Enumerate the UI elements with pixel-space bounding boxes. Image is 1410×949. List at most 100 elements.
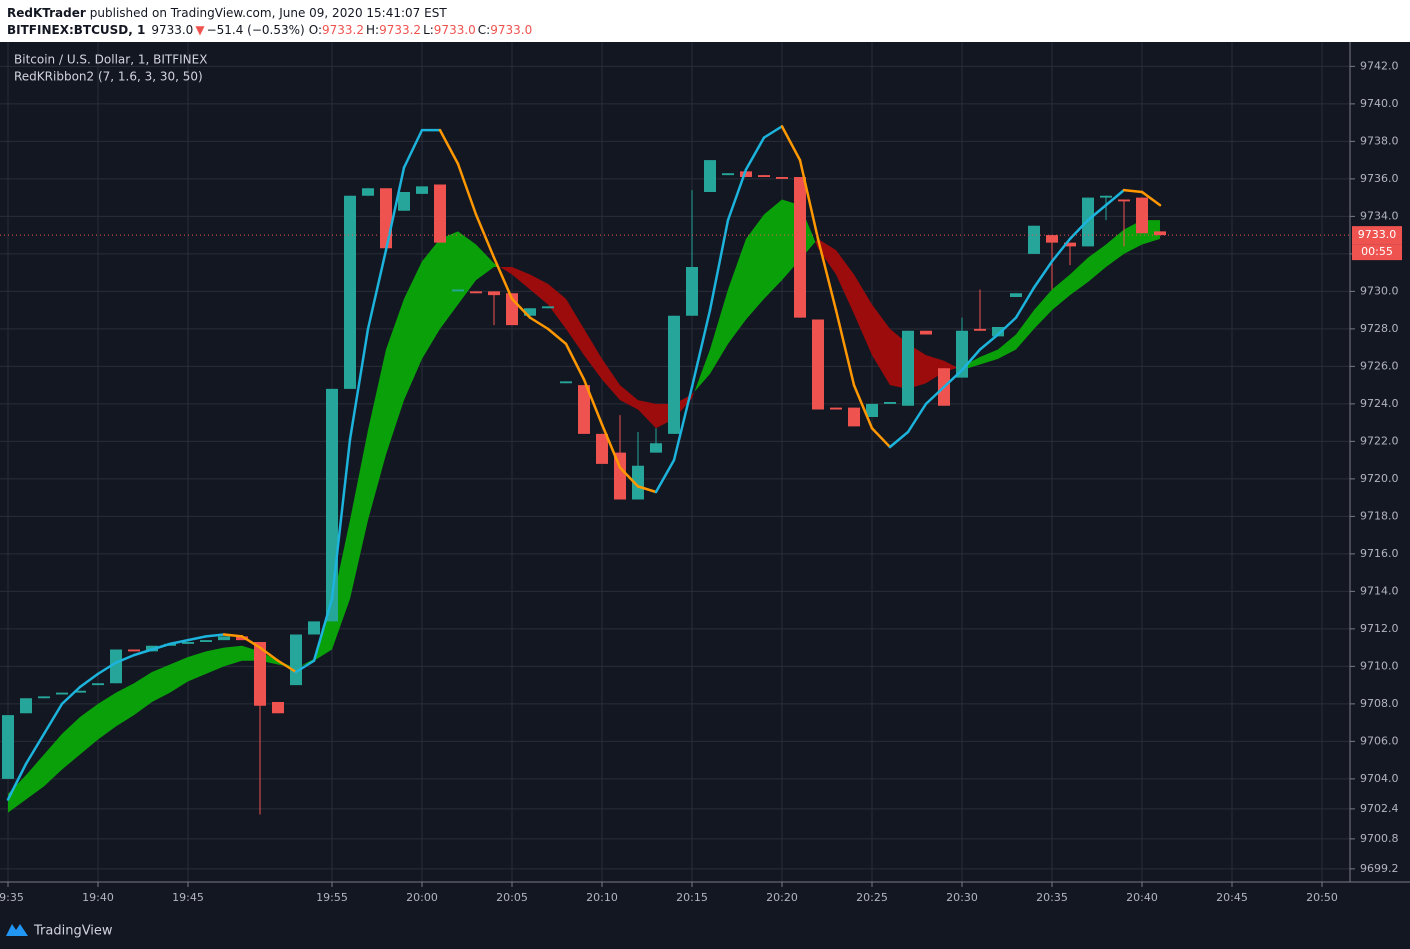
ribbon-segment [422, 238, 440, 359]
fast-line-segment [618, 466, 640, 488]
ribbon-segment [152, 664, 170, 702]
y-tick-label: 9730.0 [1360, 284, 1399, 297]
candle-body [56, 692, 68, 695]
candle-body [38, 696, 50, 699]
candle-body [560, 381, 572, 384]
fast-line-segment [510, 297, 532, 319]
candle-body [542, 306, 554, 309]
ribbon-segment [980, 349, 998, 365]
candle-body [110, 649, 122, 684]
candle-body [704, 160, 716, 192]
ribbon-segment [386, 298, 404, 455]
fast-line-segment [852, 383, 874, 430]
candle-body [578, 385, 590, 434]
fast-line-segment [744, 136, 766, 171]
candle-body [254, 642, 266, 706]
candle-body [686, 267, 698, 316]
fast-line-segment [1032, 260, 1054, 289]
fast-line-segment [132, 648, 154, 657]
candle-body [416, 186, 428, 194]
ribbon-segment [458, 231, 476, 305]
ribbon-segment [1016, 310, 1034, 350]
x-tick-label: 19:35 [0, 891, 24, 904]
fast-line-segment [258, 646, 280, 662]
fast-line-segment [150, 642, 172, 651]
ribbon-segment [62, 717, 80, 770]
ribbon-segment [512, 267, 530, 290]
ohlc-value: 9733.2 [322, 23, 364, 37]
ribbon-segment [926, 355, 944, 384]
published: published on TradingView.com, June 09, 2… [90, 6, 448, 20]
ribbon-segment [80, 703, 98, 755]
last-price-tag [1352, 226, 1402, 245]
x-tick-label: 20:35 [1036, 891, 1068, 904]
x-tick-label: 20:15 [676, 891, 708, 904]
candle-body [974, 328, 986, 331]
y-tick-label: 9716.0 [1360, 547, 1399, 560]
ribbon-segment [1106, 229, 1124, 267]
ribbon-segment [8, 775, 26, 813]
ribbon-segment [694, 349, 710, 392]
candle-body [794, 177, 806, 318]
ribbon-segment [872, 304, 890, 386]
ribbon-segment [476, 244, 494, 281]
y-tick-label: 9704.0 [1360, 772, 1399, 785]
x-tick-label: 20:40 [1126, 891, 1158, 904]
candle-body [650, 443, 662, 453]
ribbon-segment [206, 647, 224, 674]
candle-body [758, 175, 770, 177]
y-tick-label: 9702.4 [1360, 802, 1399, 815]
ribbon-segment [620, 385, 638, 410]
candle-body [1118, 199, 1130, 202]
fast-line-segment [24, 732, 46, 766]
y-tick-label: 9734.0 [1360, 209, 1399, 222]
ribbon-segment [566, 298, 584, 356]
ribbon-segment [404, 261, 422, 401]
plot [0, 125, 1350, 815]
candle-body [380, 188, 392, 249]
ribbon-segment [134, 672, 152, 716]
fast-line-segment [762, 125, 784, 139]
fast-line-segment [816, 237, 838, 312]
candle-body [596, 433, 608, 464]
x-tick-label: 20:20 [766, 891, 798, 904]
instrument-legend: Bitcoin / U.S. Dollar, 1, BITFINEX [14, 53, 207, 67]
ribbon-segment [224, 645, 242, 667]
fast-line-segment [204, 633, 226, 638]
candle-body [470, 291, 482, 294]
x-tick-label: 20:50 [1306, 891, 1338, 904]
fast-line-segment [726, 168, 748, 222]
candle-body [218, 636, 230, 641]
fast-line-segment [186, 635, 208, 642]
y-tick-label: 9700.8 [1360, 832, 1399, 845]
candle-body [884, 402, 896, 404]
candle-body [2, 715, 14, 779]
fast-line-segment [528, 316, 550, 331]
fast-line-segment [348, 327, 370, 441]
ribbon-segment [350, 430, 368, 599]
y-tick-label: 9712.0 [1360, 622, 1399, 635]
fast-line-segment [60, 685, 82, 706]
x-tick-label: 20:45 [1216, 891, 1248, 904]
logo-icon [6, 924, 28, 936]
candle-body [362, 188, 374, 196]
candle-body [434, 184, 446, 243]
candle-body [812, 319, 824, 410]
candle-body [92, 683, 104, 686]
x-tick-label: 20:25 [856, 891, 888, 904]
direction: ▼ [195, 23, 205, 37]
brand: TradingView [33, 924, 113, 939]
candle-body [128, 649, 140, 652]
fast-line-segment [780, 125, 802, 162]
fast-line-segment [654, 458, 676, 494]
fast-line-segment [564, 342, 586, 381]
ribbon-segment [728, 238, 746, 344]
fast-line-segment [888, 430, 910, 449]
fast-line-segment [384, 166, 406, 252]
candle-body [344, 195, 356, 389]
ohlc-value: 9733.0 [490, 23, 532, 37]
ohlc-label: C: [478, 23, 490, 37]
ribbon-segment [44, 733, 62, 787]
fast-line-segment [600, 423, 622, 469]
fast-line-segment [924, 385, 946, 406]
